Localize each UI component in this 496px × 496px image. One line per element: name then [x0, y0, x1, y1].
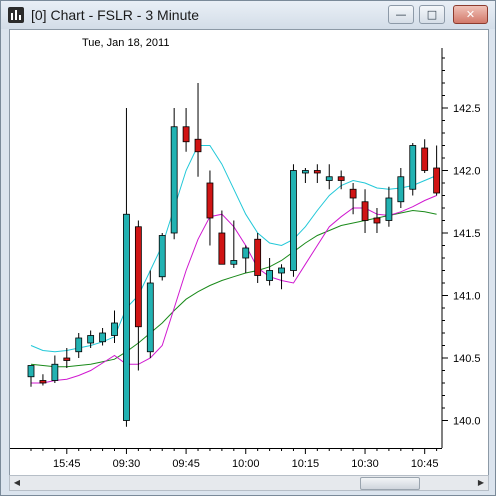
- ma-fast-line: [30, 145, 437, 353]
- up-candle-body: [158, 235, 166, 278]
- price-tick-label: 142.5: [453, 103, 481, 115]
- down-candle-body: [433, 167, 441, 194]
- down-candle-body: [194, 138, 202, 153]
- candle: [158, 233, 166, 281]
- time-tick-label: 09:30: [113, 458, 141, 470]
- down-candle-body: [218, 232, 226, 265]
- up-candle-body: [409, 145, 417, 190]
- candle: [337, 170, 345, 190]
- up-candle-body: [146, 282, 154, 353]
- date-label: Tue, Jan 18, 2011: [82, 37, 169, 49]
- up-candle-body: [123, 213, 130, 421]
- down-candle-body: [337, 176, 345, 181]
- down-candle-body: [39, 380, 47, 384]
- candle: [51, 355, 59, 383]
- candle: [63, 348, 71, 368]
- candle: [313, 164, 321, 183]
- candle: [146, 270, 154, 358]
- up-candle-body: [266, 270, 274, 281]
- chart-app-icon: [8, 7, 24, 23]
- time-tick-label: 10:00: [232, 458, 260, 470]
- up-candle-body: [51, 363, 59, 381]
- down-candle-body: [134, 226, 142, 328]
- candle: [433, 145, 441, 196]
- price-tick-label: 140.5: [453, 353, 481, 365]
- scrollbar-thumb[interactable]: [360, 477, 420, 490]
- down-candle-body: [206, 182, 214, 219]
- close-button[interactable]: ✕: [453, 5, 488, 24]
- scroll-left-icon[interactable]: ◀: [13, 478, 21, 487]
- up-candle-body: [75, 337, 83, 353]
- scroll-right-icon[interactable]: ▶: [477, 478, 485, 487]
- candle: [397, 168, 405, 208]
- candle: [349, 183, 357, 215]
- candle: [254, 233, 262, 283]
- candle: [182, 108, 190, 152]
- down-candle-body: [421, 147, 429, 171]
- chart-plot-area[interactable]: Tue, Jan 18, 2011 140.0 140.5 141.0 141.5 14…: [9, 29, 489, 476]
- candle: [194, 83, 202, 177]
- up-candle-body: [278, 267, 285, 274]
- up-candle-body: [87, 335, 95, 344]
- candlestick-chart: Tue, Jan 18, 2011 140.0 140.5 141.0 141.5 14…: [10, 37, 481, 470]
- time-tick-label: 09:45: [172, 458, 200, 470]
- minimize-button[interactable]: —: [388, 5, 414, 24]
- time-tick-label: 10:45: [411, 458, 439, 470]
- candle: [421, 139, 429, 173]
- maximize-button[interactable]: □: [419, 5, 445, 24]
- candle: [27, 365, 35, 387]
- candle: [206, 170, 214, 246]
- up-candle-body: [230, 260, 238, 265]
- up-candle-body: [385, 197, 393, 221]
- up-candle-body: [325, 176, 333, 181]
- up-candle-body: [27, 365, 35, 378]
- candle: [111, 310, 118, 343]
- candle: [218, 210, 226, 265]
- down-candle-body: [373, 217, 381, 224]
- price-tick-label: 142.0: [453, 166, 481, 178]
- candle: [290, 164, 297, 277]
- candle: [266, 258, 274, 286]
- horizontal-scrollbar[interactable]: ◀ ▶: [9, 475, 489, 491]
- time-tick-label: 15:45: [53, 458, 81, 470]
- down-candle-body: [349, 188, 357, 199]
- candle: [361, 189, 369, 233]
- candle: [134, 220, 142, 371]
- down-candle-body: [361, 201, 369, 221]
- price-tick-label: 141.0: [453, 291, 481, 303]
- up-candle-body: [99, 332, 106, 343]
- candle: [242, 245, 250, 273]
- candle: [301, 168, 309, 183]
- window-title: [0] Chart - FSLR - 3 Minute: [31, 7, 200, 23]
- title-bar[interactable]: [0] Chart - FSLR - 3 Minute — □ ✕: [1, 1, 495, 29]
- candle: [409, 143, 417, 196]
- candle: [39, 374, 47, 386]
- candle: [99, 328, 106, 346]
- candle: [170, 108, 178, 240]
- up-candle-body: [170, 126, 178, 234]
- price-tick-label: 140.0: [453, 416, 481, 428]
- price-tick-label: 141.5: [453, 228, 481, 240]
- up-candle-body: [397, 176, 405, 203]
- time-tick-label: 10:30: [351, 458, 379, 470]
- candle: [75, 333, 83, 358]
- up-candle-body: [242, 247, 250, 259]
- down-candle-body: [63, 357, 71, 361]
- candle: [278, 264, 285, 290]
- time-tick-label: 10:15: [292, 458, 320, 470]
- up-candle-body: [290, 170, 297, 271]
- candle: [325, 164, 333, 190]
- candle: [230, 220, 238, 268]
- ma-slow-line: [30, 209, 437, 368]
- candle: [87, 330, 95, 348]
- candle: [385, 186, 393, 227]
- candle: [123, 108, 130, 427]
- candle: [373, 208, 381, 233]
- up-candle-body: [301, 170, 309, 174]
- down-candle-body: [182, 126, 190, 143]
- down-candle-body: [254, 238, 262, 276]
- up-candle-body: [111, 322, 118, 336]
- down-candle-body: [313, 170, 321, 174]
